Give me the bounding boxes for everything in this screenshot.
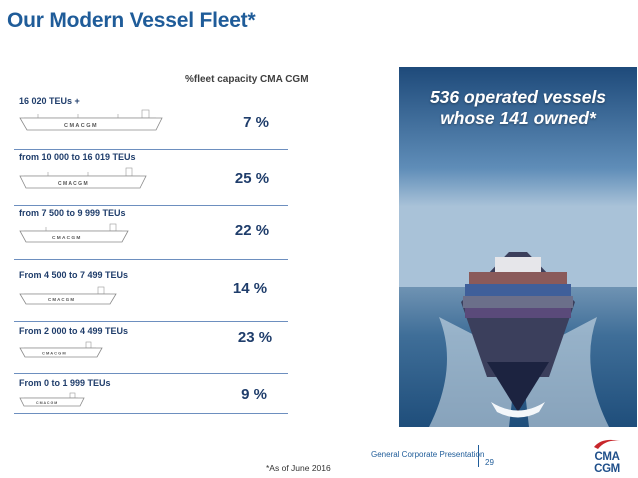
fleet-row: 16 020 TEUs + C M A C G M 7 % bbox=[14, 96, 288, 150]
caption-line-1: 536 operated vessels bbox=[429, 87, 607, 107]
footer-presentation-title: General Corporate Presentation bbox=[371, 450, 485, 459]
logo-mark-icon bbox=[594, 439, 620, 449]
cma-cgm-logo: CMA CGM bbox=[581, 437, 633, 475]
fleet-row-percent: 14 % bbox=[232, 280, 268, 297]
fleet-row-percent: 25 % bbox=[234, 170, 270, 187]
row-divider bbox=[14, 149, 288, 150]
ship-marking: C M A C G M bbox=[48, 297, 74, 302]
fleet-row: From 2 000 to 4 499 TEUs C M A C G M 23 … bbox=[14, 326, 288, 374]
caption-line-2: whose 141 owned* bbox=[440, 108, 596, 128]
fleet-row-label: From 4 500 to 7 499 TEUs bbox=[19, 270, 129, 280]
fleet-row-label: From 2 000 to 4 499 TEUs bbox=[19, 326, 129, 336]
fleet-row: From 0 to 1 999 TEUs C M A C G M 9 % bbox=[14, 378, 288, 414]
fleet-row-label: 16 020 TEUs + bbox=[19, 96, 80, 106]
fleet-row-percent: 7 % bbox=[243, 114, 269, 131]
ship-marking: C M A C G M bbox=[64, 123, 97, 129]
footer-divider bbox=[478, 445, 479, 467]
fleet-row-label: From 0 to 1 999 TEUs bbox=[19, 378, 111, 388]
ship-at-sea-image bbox=[399, 67, 637, 427]
ship-silhouette-icon: C M A C G M bbox=[19, 341, 103, 358]
ship-silhouette-icon: C M A C G M bbox=[19, 167, 147, 189]
fleet-row-percent: 22 % bbox=[234, 222, 270, 239]
fleet-row-label: from 7 500 to 9 999 TEUs bbox=[19, 208, 126, 218]
row-divider bbox=[14, 205, 288, 206]
fleet-row-percent: 9 % bbox=[241, 386, 267, 403]
ship-marking: C M A C G M bbox=[42, 351, 66, 356]
ship-silhouette-icon: C M A C G M bbox=[19, 223, 129, 243]
row-divider bbox=[14, 321, 288, 322]
ship-marking: C M A C G M bbox=[52, 235, 80, 241]
footnote: *As of June 2016 bbox=[266, 463, 331, 473]
fleet-row: from 10 000 to 16 019 TEUs C M A C G M 2… bbox=[14, 152, 288, 206]
fleet-row: from 7 500 to 9 999 TEUs C M A C G M 22 … bbox=[14, 208, 288, 260]
ship-silhouette-icon: C M A C G M bbox=[19, 109, 163, 131]
ship-marking: C M A C G M bbox=[36, 401, 57, 405]
ship-silhouette-icon: C M A C G M bbox=[19, 286, 117, 305]
fleet-capacity-header: %fleet capacity CMA CGM bbox=[185, 74, 309, 85]
ship-marking: C M A C G M bbox=[58, 181, 88, 187]
vessel-count-caption: 536 operated vessels whose 141 owned* bbox=[399, 87, 637, 129]
row-divider bbox=[14, 373, 288, 374]
ship-silhouette-icon: C M A C G M bbox=[19, 392, 85, 407]
page-number: 29 bbox=[485, 458, 494, 467]
fleet-row-percent: 23 % bbox=[237, 329, 273, 346]
row-divider bbox=[14, 413, 288, 414]
row-divider bbox=[14, 259, 288, 260]
logo-text: CMA CGM bbox=[594, 451, 620, 475]
page-title: Our Modern Vessel Fleet* bbox=[7, 9, 256, 32]
container-ship-photo: 536 operated vessels whose 141 owned* bbox=[399, 67, 637, 427]
fleet-row: From 4 500 to 7 499 TEUs C M A C G M 14 … bbox=[14, 270, 288, 322]
fleet-row-label: from 10 000 to 16 019 TEUs bbox=[19, 152, 136, 162]
